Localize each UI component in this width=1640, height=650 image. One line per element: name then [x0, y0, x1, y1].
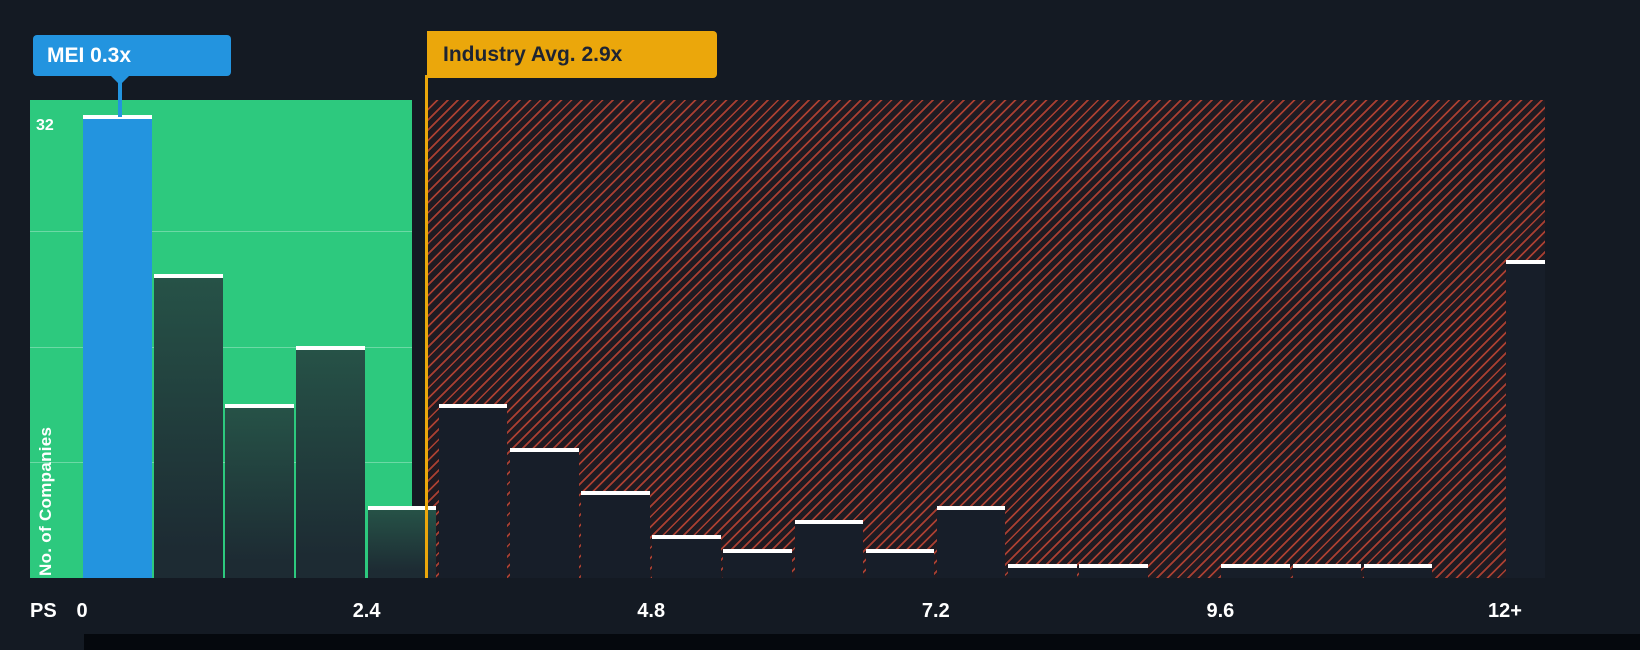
histogram-bar[interactable]	[1007, 564, 1077, 578]
y-axis-title: No. of Companies	[36, 426, 55, 576]
x-tick: 9.6	[1206, 600, 1235, 622]
x-tick: 7.2	[921, 600, 950, 622]
histogram-bar[interactable]	[367, 506, 437, 578]
company-tooltip: MEI 0.3x	[33, 35, 231, 76]
histogram-bar[interactable]	[509, 448, 579, 578]
histogram-bar[interactable]	[865, 549, 935, 578]
histogram-plot	[30, 75, 1545, 578]
x-tick: 0	[76, 600, 88, 622]
y-axis-max-label: 32	[36, 117, 54, 134]
company-tooltip-stem	[118, 80, 122, 117]
histogram-bar[interactable]	[723, 549, 792, 578]
histogram-bar[interactable]	[1292, 564, 1362, 578]
x-axis-unit-label: PS	[30, 600, 57, 622]
above-average-hatched-zone	[426, 100, 1545, 578]
histogram-bar[interactable]	[154, 274, 223, 578]
histogram-bar[interactable]	[225, 404, 294, 578]
histogram-bar[interactable]	[1079, 564, 1148, 578]
x-tick: 2.4	[352, 600, 381, 622]
histogram-bar[interactable]	[936, 506, 1006, 578]
industry-average-label: Industry Avg. 2.9x	[427, 31, 717, 78]
industry-average-line	[425, 75, 428, 578]
histogram-bar[interactable]	[83, 115, 152, 578]
histogram-bar[interactable]	[1221, 564, 1291, 578]
gridline	[30, 230, 412, 232]
histogram-bar[interactable]	[296, 346, 366, 578]
bottom-bar	[84, 634, 1640, 650]
histogram-bar[interactable]	[438, 404, 508, 578]
histogram-bar[interactable]	[581, 491, 650, 578]
histogram-bar[interactable]	[1506, 260, 1545, 578]
industry-average-label-text: Industry Avg. 2.9x	[443, 43, 623, 66]
histogram-bar[interactable]	[794, 520, 864, 578]
histogram-bar[interactable]	[652, 535, 721, 578]
histogram-bar[interactable]	[1363, 564, 1433, 578]
company-tooltip-label: MEI 0.3x	[47, 44, 132, 67]
x-tick: 12+	[1488, 600, 1522, 622]
x-tick: 4.8	[637, 600, 666, 622]
